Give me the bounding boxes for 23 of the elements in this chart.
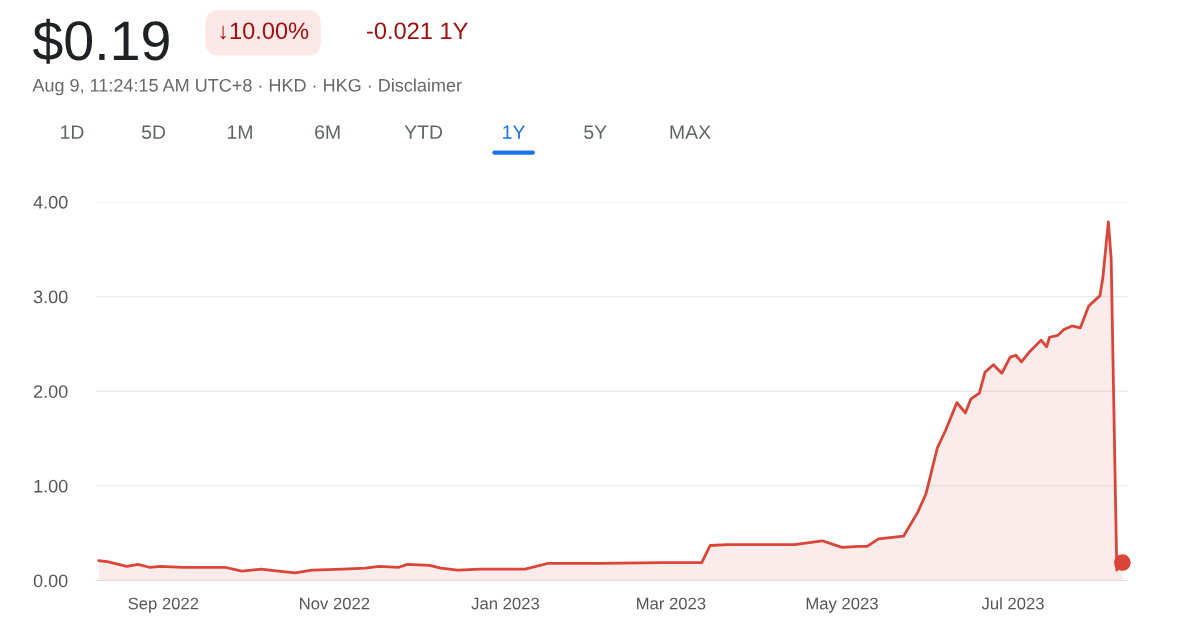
y-tick-label: 4.00 <box>33 195 68 209</box>
text: ↓10.00% <box>220 22 309 40</box>
text: 1D <box>61 125 84 139</box>
y-tick-label: 1.00 <box>34 479 68 493</box>
x-tick-label: May 2023 <box>806 597 878 613</box>
text: -0.021 1Y <box>367 22 468 40</box>
y-tick-label: 3.00 <box>33 290 68 304</box>
chart-title: $0.19 <box>33 18 169 64</box>
text: 6M <box>315 125 340 139</box>
text: 1Y <box>503 125 526 139</box>
y-tick-label: 2.00 <box>33 385 68 398</box>
x-tick-label: Jul 2023 <box>981 597 1044 610</box>
y-tick-label: 0.00 <box>33 574 68 588</box>
x-tick-label: Mar 2023 <box>637 597 706 610</box>
text: YTD <box>404 125 443 139</box>
x-tick-label: Nov 2022 <box>300 597 370 610</box>
chart-subtitle: Aug 9, 11:24:15 AM UTC+8 · HKD · HKG · Disclaimer <box>32 78 462 96</box>
text: 5Y <box>584 125 607 139</box>
text: 1M <box>227 125 252 139</box>
x-tick-label: Sep 2022 <box>128 597 199 613</box>
x-tick-label: Jan 2023 <box>471 597 539 610</box>
text: 5D <box>141 125 166 139</box>
text: MAX <box>670 125 711 139</box>
